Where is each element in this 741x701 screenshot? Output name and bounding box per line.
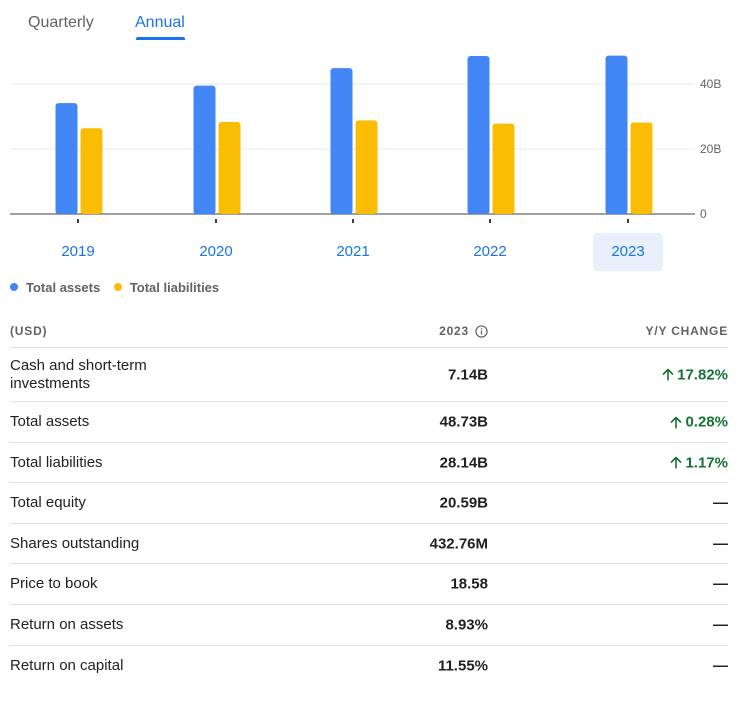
bar-liabilities-2020[interactable] bbox=[218, 122, 241, 214]
active-tab-indicator bbox=[136, 37, 185, 40]
row-change-value: 0.28% bbox=[685, 413, 728, 431]
table-header: (USD) 2023 Y/Y CHANGE bbox=[10, 315, 728, 348]
table-row: Return on assets 8.93% — bbox=[10, 605, 728, 646]
row-change: 0.28% bbox=[670, 414, 728, 431]
year-button-2019[interactable]: 2019 bbox=[61, 243, 95, 260]
row-value: 7.14B bbox=[447, 366, 488, 383]
row-value: 432.76M bbox=[429, 535, 488, 552]
row-change-value: 1.17% bbox=[685, 454, 728, 471]
year-button-2023[interactable]: 2023 bbox=[593, 233, 663, 271]
table-row: Price to book 18.58 — bbox=[10, 564, 728, 605]
bar-assets-2022[interactable] bbox=[467, 56, 490, 214]
info-icon[interactable] bbox=[475, 324, 488, 338]
year-button-2021[interactable]: 2021 bbox=[336, 243, 370, 260]
y-tick-label: 40B bbox=[700, 77, 721, 91]
row-value: 20.59B bbox=[439, 494, 488, 512]
bar-liabilities-2022[interactable] bbox=[492, 123, 515, 214]
row-label: Return on assets bbox=[10, 616, 124, 633]
bar-assets-2020[interactable] bbox=[193, 85, 216, 214]
legend-label-assets: Total assets bbox=[26, 279, 101, 295]
table-row: Return on capital 11.55% — bbox=[10, 646, 728, 686]
row-label: Cash and short-term investments bbox=[10, 356, 147, 392]
row-change-value: — bbox=[713, 494, 728, 512]
y-tick-label: 20B bbox=[700, 142, 721, 156]
row-change: — bbox=[713, 535, 728, 552]
row-value: 8.93% bbox=[445, 616, 488, 634]
header-year: 2023 bbox=[439, 324, 488, 338]
legend-item-assets: Total assets bbox=[10, 280, 100, 295]
table-row: Cash and short-term investments 7.14B 17.8… bbox=[10, 348, 728, 402]
bar-assets-2021[interactable] bbox=[330, 68, 353, 214]
row-value: 28.14B bbox=[439, 454, 488, 471]
legend-label-liabilities: Total liabilities bbox=[129, 279, 220, 295]
bar-liabilities-2021[interactable] bbox=[355, 120, 378, 214]
arrow-up-icon bbox=[671, 416, 682, 428]
row-label: Return on capital bbox=[10, 657, 124, 674]
legend-dot-assets bbox=[10, 283, 18, 291]
year-button-2022[interactable]: 2022 bbox=[473, 243, 507, 260]
legend-item-liabilities: Total liabilities bbox=[113, 279, 220, 295]
arrow-up-icon bbox=[671, 456, 682, 469]
chart-legend: Total assets Total liabilities bbox=[10, 279, 229, 295]
y-tick-label: 0 bbox=[700, 207, 707, 221]
row-label: Total assets bbox=[10, 413, 90, 430]
row-value: 11.55% bbox=[437, 657, 488, 675]
bar-assets-2019[interactable] bbox=[55, 103, 78, 214]
row-change-value: 17.82% bbox=[677, 366, 728, 383]
row-change-value: — bbox=[713, 535, 728, 552]
financial-table: (USD) 2023 Y/Y CHANGE Cash and short-ter… bbox=[10, 315, 728, 686]
row-change: — bbox=[713, 617, 728, 634]
header-currency: (USD) bbox=[10, 324, 48, 338]
balance-sheet-chart: 0 20B 40B bbox=[10, 55, 721, 223]
table-row: Shares outstanding 432.76M — bbox=[10, 524, 728, 564]
row-value: 18.58 bbox=[450, 575, 488, 593]
row-label: Shares outstanding bbox=[10, 534, 140, 552]
row-label: Total equity bbox=[10, 494, 86, 511]
table-body: Cash and short-term investments 7.14B 17.8… bbox=[10, 348, 728, 686]
bar-assets-2023[interactable] bbox=[605, 55, 628, 214]
row-label: Total liabilities bbox=[10, 453, 103, 471]
tab-quarterly[interactable]: Quarterly bbox=[28, 14, 94, 31]
row-change: — bbox=[713, 495, 728, 512]
row-change-value: — bbox=[713, 575, 728, 593]
arrow-up-icon bbox=[662, 368, 674, 381]
row-change-value: — bbox=[713, 616, 728, 634]
year-button-2020[interactable]: 2020 bbox=[199, 243, 233, 260]
period-tabs: Quarterly Annual bbox=[0, 0, 741, 44]
row-change: — bbox=[713, 576, 728, 593]
row-change-value: — bbox=[713, 657, 728, 675]
table-row: Total assets 48.73B 0.28% bbox=[10, 402, 728, 443]
table-row: Total liabilities 28.14B 1.17% bbox=[10, 443, 728, 483]
table-row: Total equity 20.59B — bbox=[10, 483, 728, 524]
row-change: 17.82% bbox=[662, 366, 728, 383]
row-value: 48.73B bbox=[439, 413, 488, 431]
row-change: 1.17% bbox=[670, 454, 728, 471]
row-change: — bbox=[713, 658, 728, 675]
legend-dot-liabilities bbox=[113, 283, 122, 291]
header-year-label: 2023 bbox=[439, 324, 469, 338]
tab-annual[interactable]: Annual bbox=[135, 14, 185, 31]
bar-liabilities-2019[interactable] bbox=[80, 128, 103, 214]
header-yy-change: Y/Y CHANGE bbox=[645, 324, 728, 338]
bar-liabilities-2023[interactable] bbox=[630, 122, 653, 214]
row-label: Price to book bbox=[10, 575, 98, 592]
